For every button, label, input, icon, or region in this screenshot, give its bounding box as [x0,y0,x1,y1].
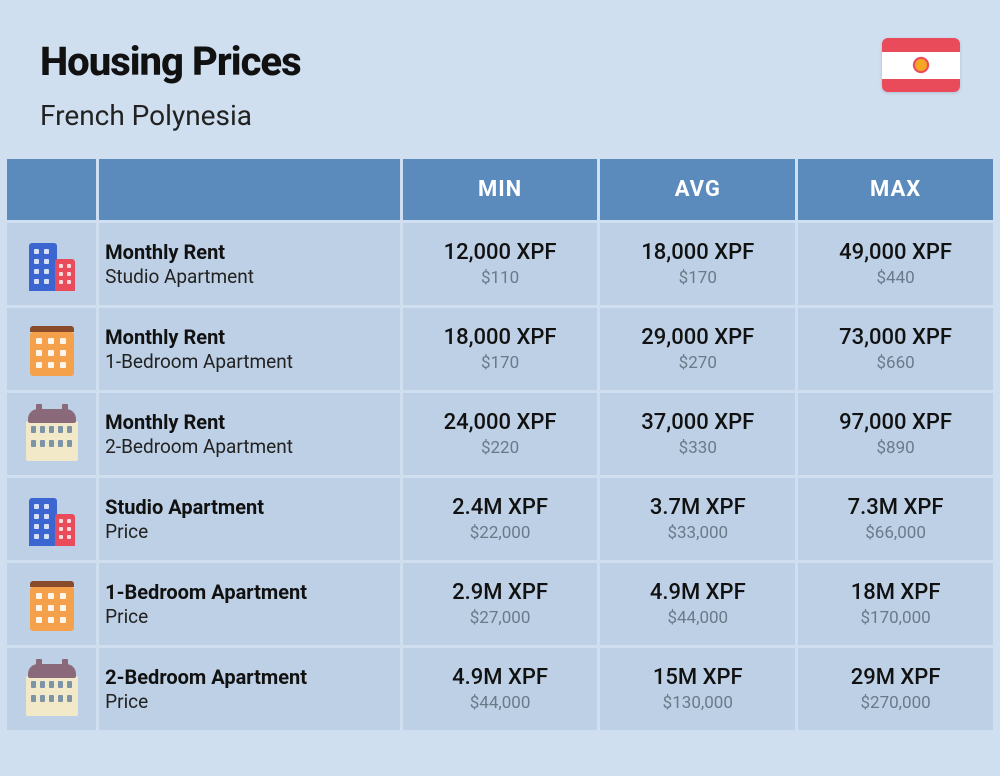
header-blank-label [99,159,400,220]
value-usd: $330 [610,437,785,459]
table-row: Studio ApartmentPrice2.4M XPF$22,0003.7M… [7,478,993,560]
cell-max: 49,000 XPF$440 [798,223,993,305]
cell-max: 7.3M XPF$66,000 [798,478,993,560]
table-row: 1-Bedroom ApartmentPrice2.9M XPF$27,0004… [7,563,993,645]
cell-min: 24,000 XPF$220 [403,393,598,475]
building-icon [7,223,96,305]
value-main: 15M XPF [610,664,785,693]
value-usd: $890 [808,437,983,459]
table-header-row: MIN AVG MAX [7,159,993,220]
building-icon [7,308,96,390]
building-icon [7,393,96,475]
header-min: MIN [403,159,598,220]
value-main: 29,000 XPF [610,324,785,353]
row-title: Monthly Rent [105,410,390,435]
value-usd: $440 [808,267,983,289]
building-icon [7,478,96,560]
value-main: 4.9M XPF [413,664,588,693]
value-main: 18M XPF [808,579,983,608]
flag-icon [882,38,960,92]
table-row: Monthly Rent1-Bedroom Apartment18,000 XP… [7,308,993,390]
value-usd: $66,000 [808,522,983,544]
value-usd: $220 [413,437,588,459]
row-label: Monthly Rent1-Bedroom Apartment [99,308,400,390]
header-max: MAX [798,159,993,220]
cell-min: 18,000 XPF$170 [403,308,598,390]
table-row: Monthly Rent2-Bedroom Apartment24,000 XP… [7,393,993,475]
value-usd: $170 [610,267,785,289]
row-title: Studio Apartment [105,495,390,520]
page-subtitle: French Polynesia [40,99,301,132]
value-main: 73,000 XPF [808,324,983,353]
value-main: 97,000 XPF [808,409,983,438]
value-usd: $660 [808,352,983,374]
pricing-table: MIN AVG MAX Monthly RentStudio Apartment… [0,156,1000,733]
cell-avg: 4.9M XPF$44,000 [600,563,795,645]
table-row: Monthly RentStudio Apartment12,000 XPF$1… [7,223,993,305]
cell-max: 73,000 XPF$660 [798,308,993,390]
value-usd: $130,000 [610,692,785,714]
value-usd: $44,000 [610,607,785,629]
row-title: Monthly Rent [105,325,390,350]
title-block: Housing Prices French Polynesia [40,38,301,132]
value-main: 2.9M XPF [413,579,588,608]
building-icon [7,563,96,645]
row-subtitle: Price [105,690,390,714]
row-title: 1-Bedroom Apartment [105,580,390,605]
cell-max: 29M XPF$270,000 [798,648,993,730]
value-main: 7.3M XPF [808,494,983,523]
row-label: Monthly Rent2-Bedroom Apartment [99,393,400,475]
value-usd: $270,000 [808,692,983,714]
row-subtitle: 1-Bedroom Apartment [105,350,390,374]
value-main: 2.4M XPF [413,494,588,523]
value-usd: $110 [413,267,588,289]
row-label: 1-Bedroom ApartmentPrice [99,563,400,645]
cell-avg: 15M XPF$130,000 [600,648,795,730]
value-main: 18,000 XPF [413,324,588,353]
row-label: Monthly RentStudio Apartment [99,223,400,305]
value-main: 4.9M XPF [610,579,785,608]
cell-avg: 3.7M XPF$33,000 [600,478,795,560]
cell-min: 4.9M XPF$44,000 [403,648,598,730]
value-main: 24,000 XPF [413,409,588,438]
value-main: 18,000 XPF [610,239,785,268]
cell-max: 18M XPF$170,000 [798,563,993,645]
cell-max: 97,000 XPF$890 [798,393,993,475]
cell-avg: 37,000 XPF$330 [600,393,795,475]
value-main: 29M XPF [808,664,983,693]
cell-min: 2.4M XPF$22,000 [403,478,598,560]
value-main: 3.7M XPF [610,494,785,523]
cell-avg: 18,000 XPF$170 [600,223,795,305]
row-title: 2-Bedroom Apartment [105,665,390,690]
row-label: Studio ApartmentPrice [99,478,400,560]
value-usd: $170 [413,352,588,374]
page-title: Housing Prices [40,38,301,85]
building-icon [7,648,96,730]
header: Housing Prices French Polynesia [0,0,1000,156]
value-usd: $270 [610,352,785,374]
cell-min: 2.9M XPF$27,000 [403,563,598,645]
table-row: 2-Bedroom ApartmentPrice4.9M XPF$44,0001… [7,648,993,730]
row-subtitle: Studio Apartment [105,265,390,289]
value-usd: $22,000 [413,522,588,544]
header-avg: AVG [600,159,795,220]
row-subtitle: 2-Bedroom Apartment [105,435,390,459]
value-main: 37,000 XPF [610,409,785,438]
value-main: 12,000 XPF [413,239,588,268]
value-usd: $44,000 [413,692,588,714]
header-blank-icon [7,159,96,220]
value-usd: $27,000 [413,607,588,629]
value-usd: $170,000 [808,607,983,629]
row-subtitle: Price [105,520,390,544]
row-subtitle: Price [105,605,390,629]
cell-min: 12,000 XPF$110 [403,223,598,305]
row-title: Monthly Rent [105,240,390,265]
cell-avg: 29,000 XPF$270 [600,308,795,390]
value-usd: $33,000 [610,522,785,544]
row-label: 2-Bedroom ApartmentPrice [99,648,400,730]
value-main: 49,000 XPF [808,239,983,268]
